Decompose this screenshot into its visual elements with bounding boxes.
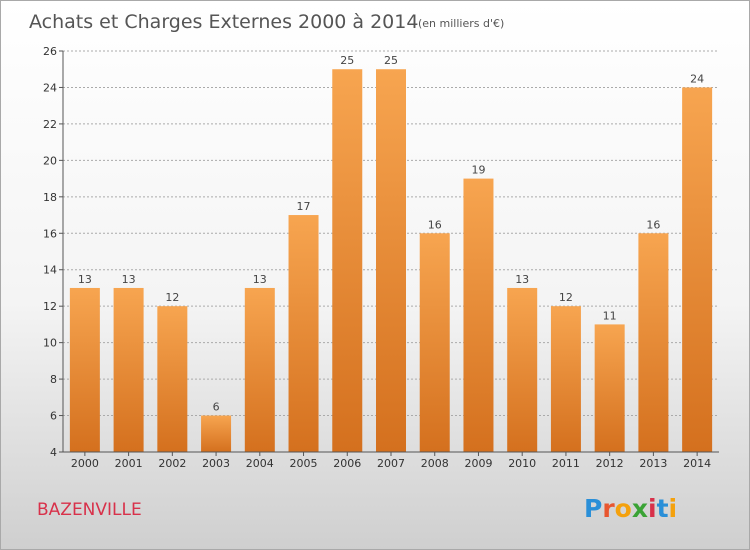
x-axis: 2000 2001 2002 2003 2004 2005 2006 2007 2008 2009… xyxy=(71,452,711,470)
x-tick-label: 2010 xyxy=(508,457,536,470)
data-label-2012: 11 xyxy=(603,309,617,322)
logo-letter: i xyxy=(648,494,657,523)
data-label-2003: 6 xyxy=(213,401,220,414)
logo-letter: i xyxy=(669,494,678,523)
bar-2002 xyxy=(157,306,188,452)
place-name: BAZENVILLE xyxy=(37,500,142,520)
bar-2008 xyxy=(419,233,450,452)
bar-2003 xyxy=(201,415,232,452)
bar-2001 xyxy=(113,287,144,452)
logo-letter: x xyxy=(632,494,648,523)
x-tick-label: 2007 xyxy=(377,457,405,470)
data-label-2006: 25 xyxy=(340,54,354,67)
y-tick-label: 24 xyxy=(43,81,57,94)
bar-2006 xyxy=(332,69,363,453)
x-tick-label: 2008 xyxy=(421,457,449,470)
data-label-2013: 16 xyxy=(646,218,660,231)
x-tick-label: 2003 xyxy=(202,457,230,470)
y-tick-label: 14 xyxy=(43,264,57,277)
x-tick-label: 2014 xyxy=(683,457,711,470)
data-label-2011: 12 xyxy=(559,291,573,304)
x-tick-label: 2012 xyxy=(596,457,624,470)
x-tick-label: 2006 xyxy=(333,457,361,470)
y-tick-label: 18 xyxy=(43,191,57,204)
x-tick-label: 2009 xyxy=(464,457,492,470)
bar-2009 xyxy=(463,178,494,452)
y-tick-label: 22 xyxy=(43,118,57,131)
y-tick-label: 4 xyxy=(50,446,57,459)
y-axis: 4 6 8 10 12 14 16 18 20 22 24 26 xyxy=(43,45,63,459)
logo-letter: r xyxy=(602,494,615,523)
x-tick-label: 2000 xyxy=(71,457,99,470)
bar-2012 xyxy=(594,324,625,452)
bar-2004 xyxy=(244,287,275,452)
data-labels: 13 13 12 6 13 17 25 25 16 19 13 12 11 16 24 xyxy=(78,54,704,413)
bar-2000 xyxy=(69,287,100,452)
x-tick-label: 2001 xyxy=(115,457,143,470)
data-label-2007: 25 xyxy=(384,54,398,67)
bar-2014 xyxy=(682,87,713,453)
logo-letter: o xyxy=(615,494,632,523)
chart-title: Achats et Charges Externes 2000 à 2014 xyxy=(29,11,418,33)
y-tick-label: 8 xyxy=(50,373,57,386)
bar-2007 xyxy=(376,69,406,453)
data-label-2000: 13 xyxy=(78,273,92,286)
data-label-2002: 12 xyxy=(165,291,179,304)
x-tick-label: 2004 xyxy=(246,457,274,470)
data-label-2001: 13 xyxy=(122,273,136,286)
data-label-2005: 17 xyxy=(297,200,311,213)
y-tick-label: 6 xyxy=(50,410,57,423)
bars xyxy=(69,69,713,453)
y-tick-label: 16 xyxy=(43,227,57,240)
x-tick-label: 2005 xyxy=(290,457,318,470)
x-tick-label: 2013 xyxy=(639,457,667,470)
y-tick-label: 10 xyxy=(43,337,57,350)
bar-2011 xyxy=(550,306,581,452)
logo-letter: t xyxy=(657,494,669,523)
data-label-2010: 13 xyxy=(515,273,529,286)
data-label-2014: 24 xyxy=(690,72,704,85)
bar-2013 xyxy=(638,233,669,452)
data-label-2008: 16 xyxy=(428,218,442,231)
x-tick-label: 2002 xyxy=(158,457,186,470)
bar-2010 xyxy=(507,287,538,452)
proxiti-logo: Proxiti xyxy=(584,494,677,523)
data-label-2004: 13 xyxy=(253,273,267,286)
chart-subtitle: (en milliers d'€) xyxy=(418,17,504,30)
y-tick-label: 12 xyxy=(43,300,57,313)
y-tick-label: 20 xyxy=(43,154,57,167)
bar-2005 xyxy=(288,215,319,452)
y-tick-label: 26 xyxy=(43,45,57,58)
logo-letter: P xyxy=(584,494,602,523)
data-label-2009: 19 xyxy=(471,164,485,177)
x-tick-label: 2011 xyxy=(552,457,580,470)
